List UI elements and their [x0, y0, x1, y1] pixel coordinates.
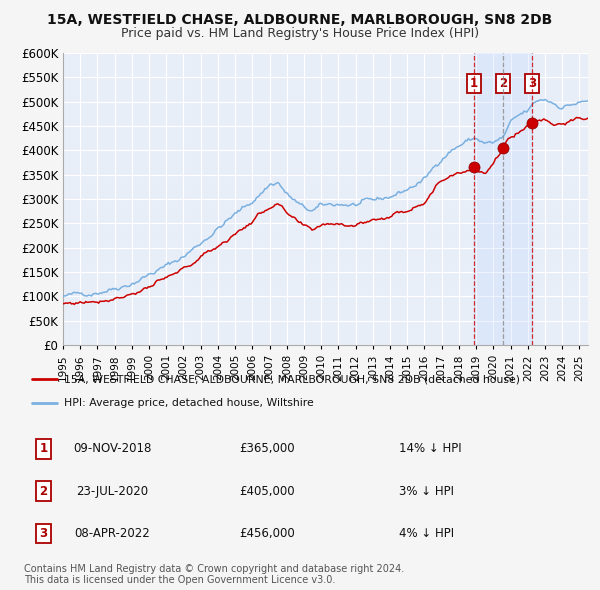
Text: HPI: Average price, detached house, Wiltshire: HPI: Average price, detached house, Wilt… [64, 398, 313, 408]
Text: 15A, WESTFIELD CHASE, ALDBOURNE, MARLBOROUGH, SN8 2DB: 15A, WESTFIELD CHASE, ALDBOURNE, MARLBOR… [47, 13, 553, 27]
Text: 09-NOV-2018: 09-NOV-2018 [73, 442, 152, 455]
Text: £405,000: £405,000 [239, 484, 295, 498]
Text: 2: 2 [39, 484, 47, 498]
Text: 1: 1 [470, 77, 478, 90]
Text: Contains HM Land Registry data © Crown copyright and database right 2024.: Contains HM Land Registry data © Crown c… [24, 564, 404, 574]
Text: 1: 1 [39, 442, 47, 455]
Text: 3% ↓ HPI: 3% ↓ HPI [400, 484, 454, 498]
Text: 23-JUL-2020: 23-JUL-2020 [76, 484, 148, 498]
Text: 4% ↓ HPI: 4% ↓ HPI [400, 527, 454, 540]
Text: 15A, WESTFIELD CHASE, ALDBOURNE, MARLBOROUGH, SN8 2DB (detached house): 15A, WESTFIELD CHASE, ALDBOURNE, MARLBOR… [64, 374, 520, 384]
Text: 3: 3 [529, 77, 536, 90]
Text: This data is licensed under the Open Government Licence v3.0.: This data is licensed under the Open Gov… [24, 575, 335, 585]
Text: £365,000: £365,000 [239, 442, 295, 455]
Text: £456,000: £456,000 [239, 527, 295, 540]
Bar [474, 53, 532, 345]
Text: Price paid vs. HM Land Registry's House Price Index (HPI): Price paid vs. HM Land Registry's House … [121, 27, 479, 40]
Text: 08-APR-2022: 08-APR-2022 [74, 527, 150, 540]
Text: 14% ↓ HPI: 14% ↓ HPI [400, 442, 462, 455]
Text: 3: 3 [39, 527, 47, 540]
Text: 2: 2 [499, 77, 507, 90]
